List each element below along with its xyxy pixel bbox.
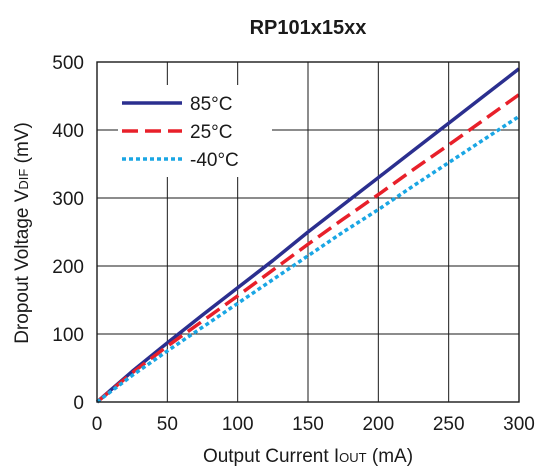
y-tick-label: 0 [73,393,84,414]
series-0 [95,67,521,404]
y-tick-label: 400 [52,121,84,142]
series-lines [95,67,521,404]
legend-label: -40°C [190,150,239,171]
x-tick-labels: 0 50 100 150 200 250 300 [92,414,535,435]
y-tick-label: 100 [52,325,84,346]
x-tick-label: 300 [503,414,535,435]
legend-label: 25°C [190,122,232,143]
legend-label: 85°C [190,94,232,115]
x-axis-label-sub: OUT [339,450,367,465]
x-tick-label: 100 [222,414,254,435]
plot-frame [96,61,520,403]
y-axis-label-sub: DIF [16,169,31,190]
y-tick-labels: 0 100 200 300 400 500 [52,53,84,414]
chart-title: RP101x15xx [250,17,367,39]
x-axis-label: Output Current IOUT (mA) [203,446,413,467]
y-axis-label-main: Dropout Voltage V [12,189,33,344]
y-tick-label: 200 [52,257,84,278]
x-axis-label-unit: (mA) [367,446,413,467]
legend: 85°C 25°C -40°C [118,85,272,177]
y-axis-label-unit: (mV) [12,122,33,168]
x-tick-label: 50 [157,414,178,435]
x-tick-label: 250 [433,414,465,435]
x-tick-label: 0 [92,414,103,435]
y-tick-label: 500 [52,53,84,74]
y-tick-label: 300 [52,189,84,210]
x-tick-label: 150 [292,414,324,435]
x-axis-label-main: Output Current I [203,446,339,467]
y-axis-label: Dropout Voltage VDIF (mV) [12,122,33,344]
x-tick-label: 200 [362,414,394,435]
series-2 [95,114,520,404]
legend-background [118,85,272,177]
